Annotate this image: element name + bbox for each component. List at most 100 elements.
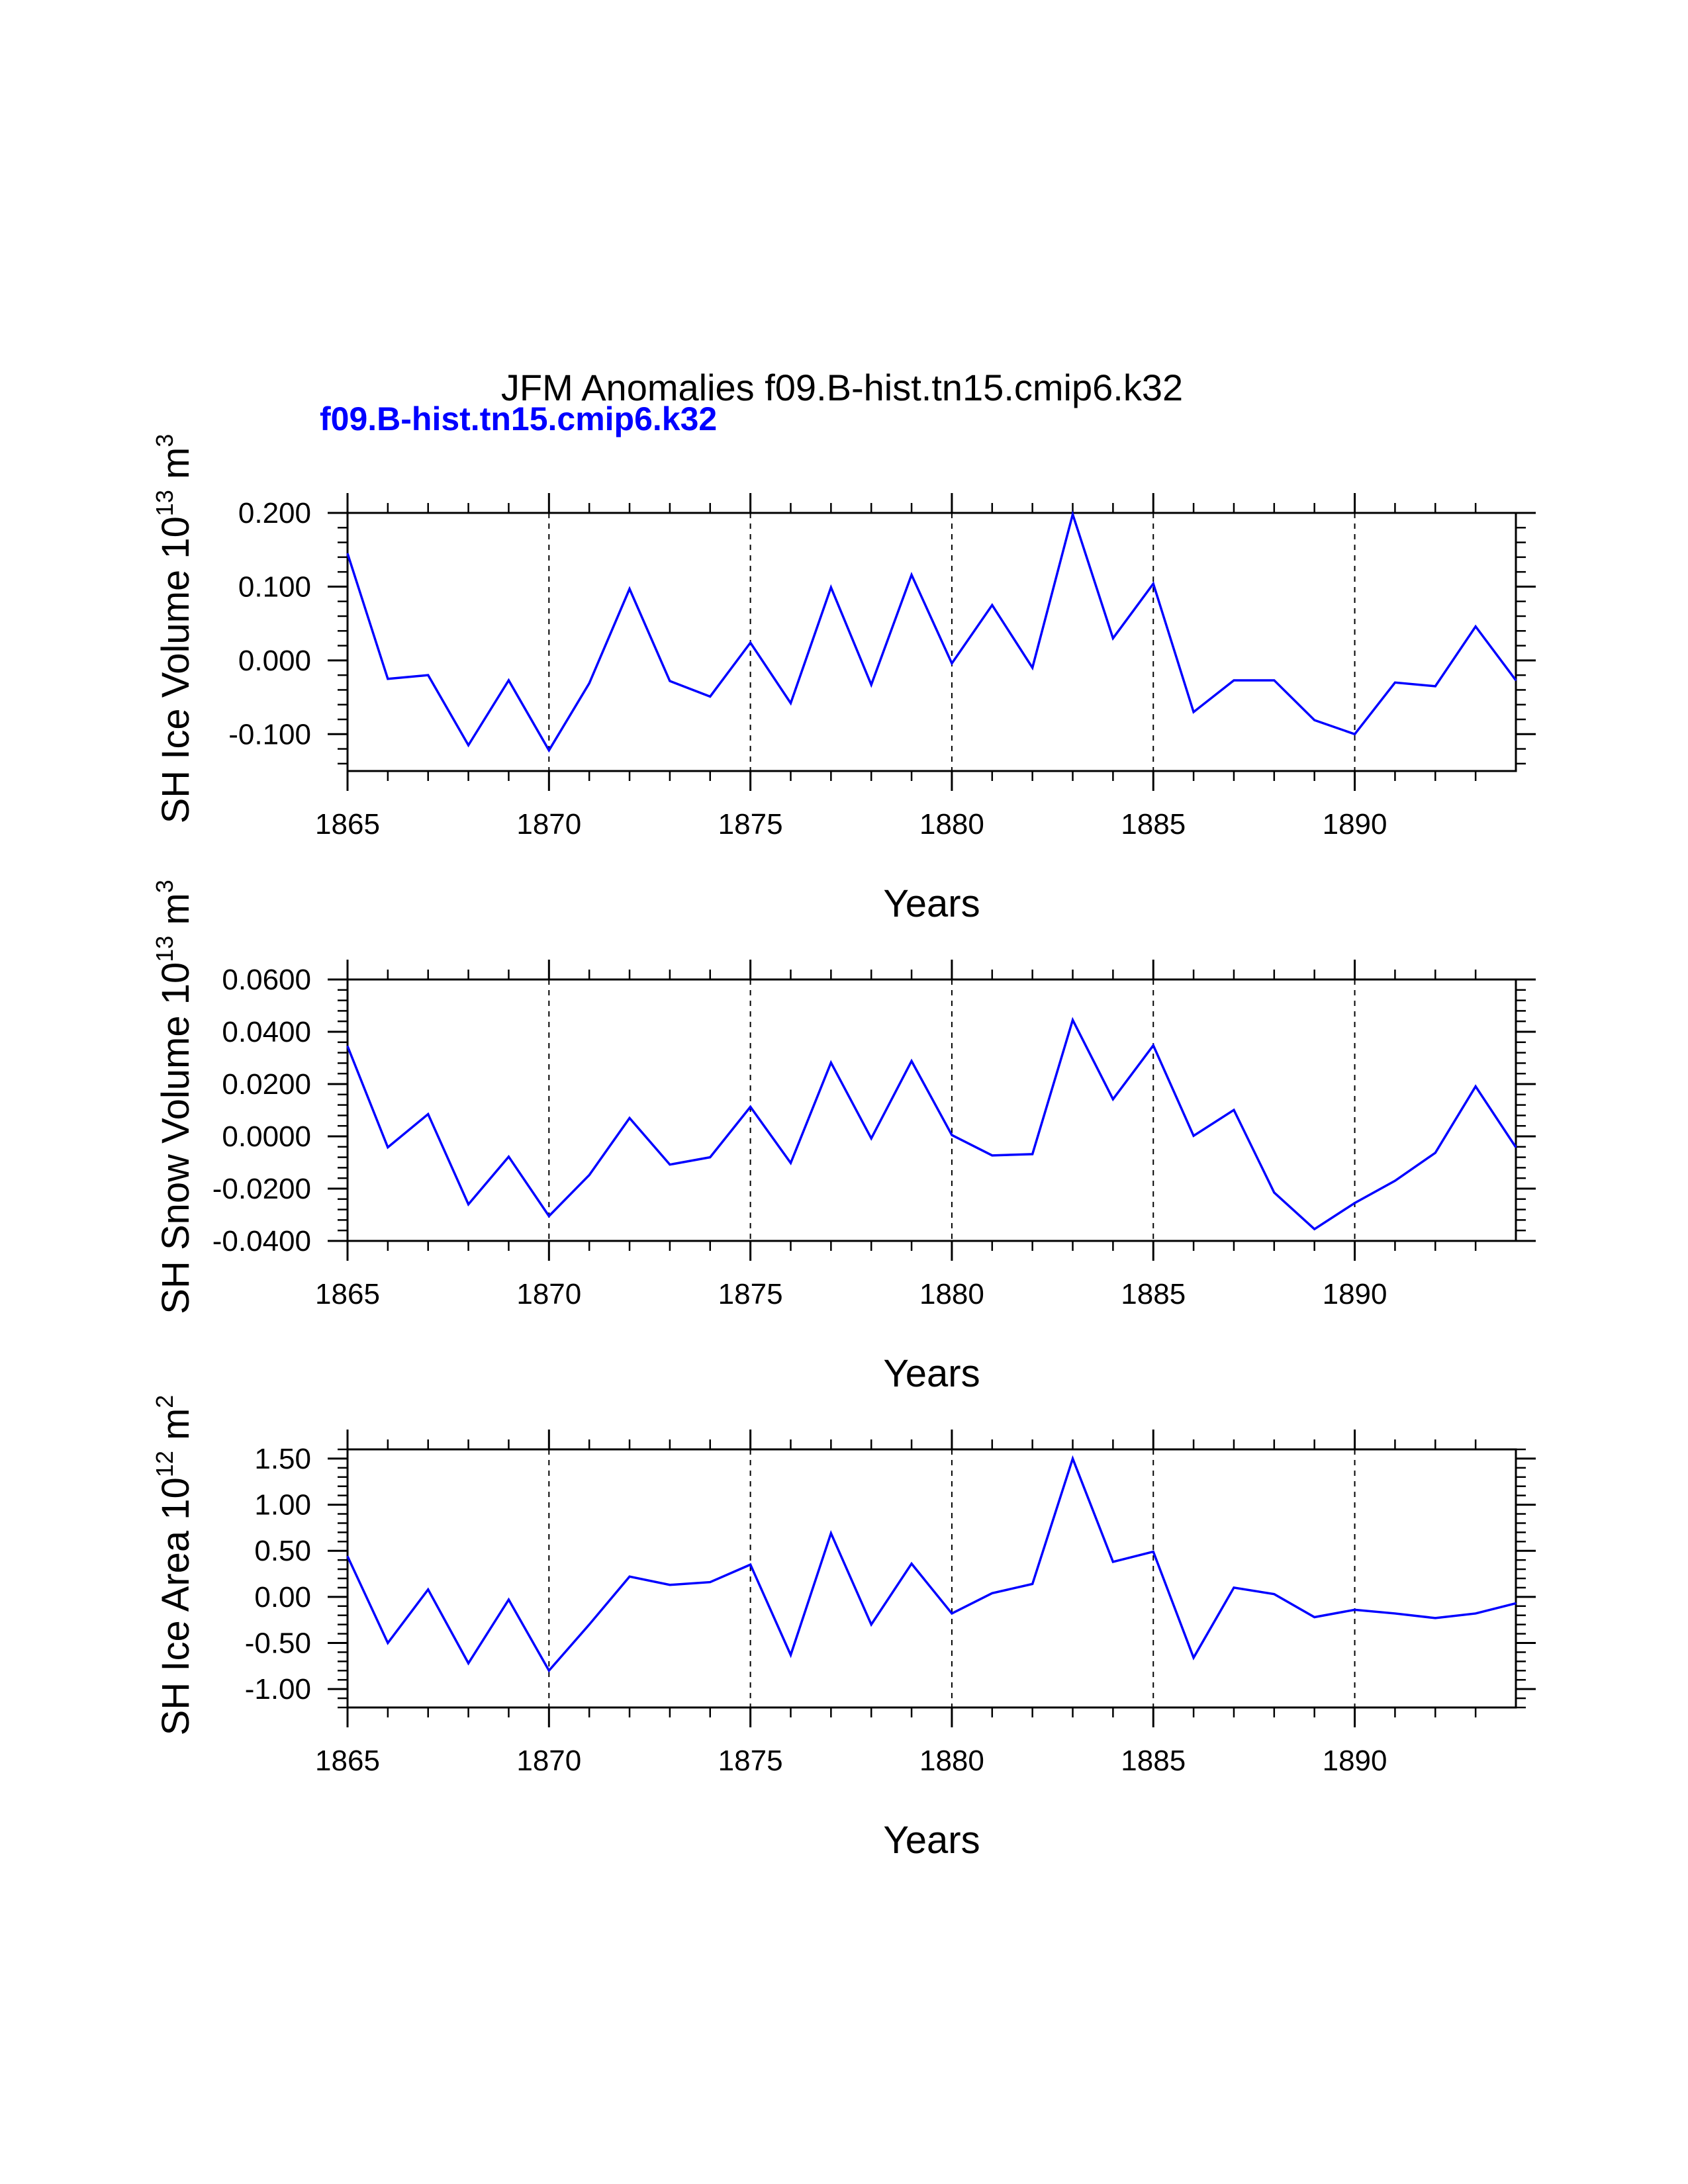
data-point [951,1134,953,1136]
data-point [1475,1613,1476,1614]
data-point [1031,1154,1033,1155]
data-point [467,1203,469,1205]
data-point [1274,1192,1275,1193]
x-axis-label: Years [883,882,980,925]
x-tick-label: 1880 [919,808,984,841]
data-point [347,553,348,555]
data-point [1031,667,1033,668]
data-series-line [346,1017,1517,1231]
y-tick-label: 0.0000 [222,1120,311,1153]
x-tick-label: 1865 [315,1278,380,1310]
data-point [951,1613,953,1614]
data-point [1233,680,1235,681]
data-point [749,1106,751,1108]
data-point [1434,1152,1436,1154]
data-point [911,1563,912,1565]
y-tick-label: 0.0600 [222,964,311,996]
data-point [1434,1617,1436,1619]
data-point [830,586,832,588]
data-point [629,1117,630,1119]
data-point [709,1581,711,1583]
data-point [669,1163,671,1165]
data-point [870,1138,872,1139]
data-point [709,1156,711,1158]
x-tick-label: 1865 [315,1745,380,1777]
data-point [347,1555,348,1557]
data-point [1274,1593,1275,1595]
x-axis-label: Years [883,1352,980,1395]
data-point [588,682,590,684]
data-point [1394,1180,1396,1181]
data-point [629,588,630,590]
data-point [1354,1609,1356,1611]
data-point [427,674,429,676]
data-point [749,1564,751,1565]
data-point [870,1623,872,1625]
data-point [548,750,550,751]
data-point [1031,1583,1033,1585]
y-tick-label: 0.000 [238,645,311,677]
x-tick-label: 1885 [1121,1278,1186,1310]
data-point [467,745,469,746]
chart-panels: 1865 1870 1875 1880 1885 1890 0.200 0.100 0.000 -… [151,434,1536,1862]
x-tick-label: 1885 [1121,808,1186,841]
x-tick-label: 1870 [516,808,581,841]
data-point [991,604,993,606]
plot-frame [346,1448,1517,1709]
data-point [991,1155,993,1156]
data-point [790,702,792,704]
data-point [870,684,872,686]
main-title: JFM Anomalies f09.B-hist.tn15.cmip6.k32 [501,367,1183,408]
data-point [588,1623,590,1625]
data-point [1152,1551,1154,1553]
data-point [1475,625,1476,627]
data-point [1072,514,1074,516]
data-point [951,662,953,664]
x-tick-label: 1875 [718,808,783,841]
y-tick-label: 0.100 [238,570,311,603]
y-axis-label: SH Snow Volume 1013 m3 [151,880,197,1314]
x-tick-label: 1880 [919,1278,984,1310]
data-point [1193,1135,1194,1137]
y-tick-label: 0.0400 [222,1016,311,1048]
plot-frame [346,978,1517,1242]
data-point [427,1588,429,1590]
x-tick-label: 1870 [516,1745,581,1777]
data-point [387,678,389,680]
x-tick-label: 1870 [516,1278,581,1310]
data-point [1313,1616,1315,1618]
data-point [991,1592,993,1594]
data-point [830,1062,832,1064]
chart-panel-3: 1865 1870 1875 1880 1885 1890 1.50 1.00 0.50 0.00… [151,1395,1536,1862]
y-tick-label: -0.0200 [212,1173,311,1205]
data-point [1394,682,1396,684]
data-point [1434,686,1436,687]
y-tick-label: -1.00 [245,1673,311,1706]
y-axis-label: SH Ice Area 1012 m2 [151,1395,197,1736]
data-point [1354,733,1356,735]
data-point [1193,1657,1194,1659]
y-tick-label: -0.100 [228,718,311,751]
chart-panel-2: 1865 1870 1875 1880 1885 1890 0.0600 0.0400 0.02… [151,880,1536,1395]
data-point [1515,1146,1517,1148]
y-axis-label: SH Ice Volume 1013 m3 [151,434,197,824]
x-tick-label: 1890 [1323,808,1387,841]
data-point [911,1060,912,1062]
y-tick-label: 1.00 [254,1489,311,1522]
data-point [1233,1109,1235,1111]
y-tick-label: 0.50 [254,1535,311,1567]
data-point [1112,1099,1114,1100]
data-point [508,1156,510,1158]
data-point [1072,1019,1074,1021]
data-series-line [346,510,1517,753]
data-point [1152,583,1154,584]
x-axis-label: Years [883,1819,980,1862]
data-point [669,1584,671,1586]
y-tick-label: 0.200 [238,497,311,529]
data-point [1313,1228,1315,1230]
data-point [347,1045,348,1047]
data-point [508,680,510,681]
data-point [1233,1587,1235,1588]
